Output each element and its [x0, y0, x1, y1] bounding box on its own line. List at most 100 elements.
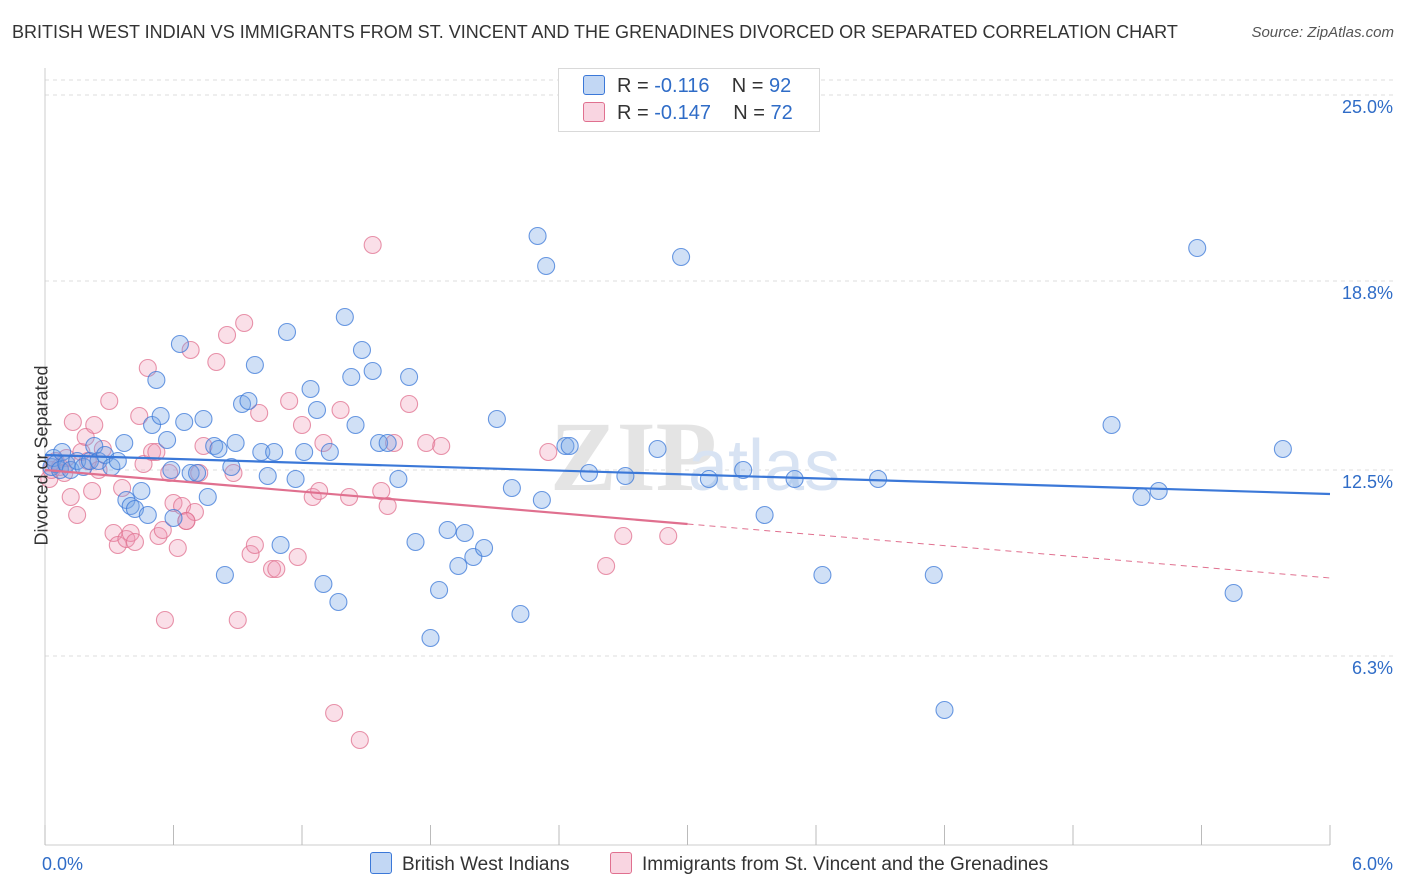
point-blue: [430, 580, 449, 600]
y-tick-label: 18.8%: [1342, 283, 1393, 303]
point-pink: [100, 391, 119, 411]
point-blue: [528, 226, 547, 246]
point-blue: [307, 400, 327, 420]
point-blue: [813, 565, 832, 585]
point-blue: [449, 556, 468, 576]
point-blue: [363, 361, 382, 381]
trend-line-blue: [44, 453, 1331, 496]
point-pink: [372, 481, 391, 501]
y-axis-label: Divorced or Separated: [31, 365, 52, 546]
point-blue: [560, 436, 579, 456]
point-blue: [616, 466, 635, 486]
point-blue: [175, 412, 194, 432]
point-pink: [147, 442, 166, 462]
watermark-atlas: atlas: [688, 426, 840, 506]
point-blue: [188, 463, 207, 483]
point-blue: [1102, 415, 1121, 435]
point-blue: [277, 322, 297, 342]
point-blue: [164, 508, 183, 528]
point-pink: [250, 403, 269, 423]
point-blue: [532, 490, 551, 510]
point-blue: [699, 469, 718, 489]
point-blue: [438, 520, 457, 540]
series-pink-points: [40, 235, 678, 750]
point-pink: [85, 415, 104, 435]
point-pink: [292, 415, 312, 435]
tick-labels: 6.3% 12.5% 18.8% 25.0% 0.0% 6.0%: [42, 97, 1393, 874]
legend-n-label-blue: N =: [731, 75, 764, 97]
point-pink: [181, 340, 200, 360]
point-pink: [539, 442, 558, 462]
point-blue: [258, 466, 277, 486]
legend-swatch-blue: [583, 75, 605, 95]
x-tick-label: 0.0%: [42, 854, 83, 874]
point-blue: [329, 592, 348, 612]
point-blue: [579, 463, 599, 483]
point-blue: [342, 367, 361, 387]
point-blue: [474, 538, 494, 558]
point-blue: [1149, 481, 1168, 501]
point-pink: [153, 520, 172, 540]
legend-n-value-blue: 92: [768, 75, 792, 97]
point-blue: [487, 409, 506, 429]
point-blue: [198, 487, 217, 507]
point-blue: [215, 565, 234, 585]
point-pink: [113, 478, 132, 498]
trend-lines: [44, 453, 1331, 579]
chart-title: BRITISH WEST INDIAN VS IMMIGRANTS FROM S…: [12, 22, 1178, 42]
legend-r-value-blue: -0.116: [654, 75, 710, 97]
point-blue: [301, 379, 320, 399]
watermark-zip: ZIP: [550, 401, 717, 512]
series-blue-points: [42, 226, 1292, 720]
point-pink: [363, 235, 382, 255]
point-pink: [659, 526, 678, 546]
point-pink: [143, 442, 162, 462]
bottom-legend-pink: Immigrants from St. Vincent and the Gren…: [610, 852, 1048, 876]
legend-n-label-pink: N =: [733, 102, 765, 124]
point-pink: [614, 526, 633, 546]
point-blue: [869, 469, 888, 489]
point-blue: [147, 370, 166, 390]
point-pink: [241, 544, 260, 564]
point-pink: [350, 730, 369, 750]
point-blue: [222, 457, 241, 477]
point-pink: [217, 325, 237, 345]
point-pink: [130, 406, 149, 426]
point-blue: [271, 535, 290, 555]
point-blue: [734, 460, 753, 480]
point-blue: [1132, 487, 1151, 507]
point-pink: [378, 496, 397, 516]
point-blue: [115, 433, 134, 453]
point-pink: [417, 433, 436, 453]
point-blue: [138, 505, 157, 525]
point-pink: [83, 481, 102, 501]
point-blue: [406, 532, 425, 552]
point-blue: [286, 469, 305, 489]
point-pink: [280, 391, 299, 411]
point-pink: [63, 412, 82, 432]
point-pink: [235, 313, 254, 333]
point-blue: [421, 628, 440, 648]
axes: [44, 68, 1331, 846]
point-blue: [239, 391, 258, 411]
bottom-legend-label-pink: Immigrants from St. Vincent and the Gren…: [642, 854, 1049, 875]
legend-r-label-blue: R =: [617, 75, 649, 97]
point-pink: [267, 559, 286, 579]
bottom-legend-blue: British West Indians: [370, 852, 570, 876]
point-pink: [400, 394, 419, 414]
point-pink: [125, 532, 144, 552]
point-pink: [385, 433, 404, 453]
y-tick-label: 6.3%: [1352, 658, 1393, 678]
point-blue: [265, 442, 284, 462]
point-blue: [389, 469, 408, 489]
stats-legend: R = -0.116 N = 92 R = -0.147 N = 72: [558, 68, 820, 132]
point-blue: [132, 481, 151, 501]
point-pink: [245, 535, 264, 555]
point-blue: [935, 700, 954, 720]
point-pink: [68, 505, 87, 525]
point-blue: [209, 439, 228, 459]
point-blue: [1224, 583, 1243, 603]
legend-n-value-pink: 72: [770, 102, 793, 124]
point-blue: [455, 523, 474, 543]
